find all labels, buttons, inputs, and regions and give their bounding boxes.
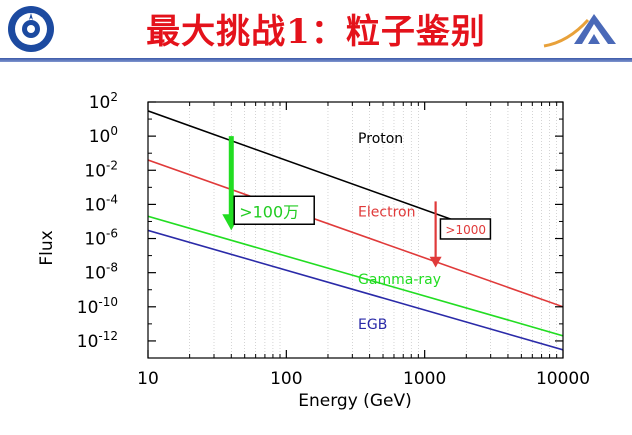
series-line-gamma-ray xyxy=(148,215,563,337)
y-tick-label: 10-12 xyxy=(77,329,118,352)
series-lines xyxy=(148,110,563,351)
annotation-box xyxy=(439,218,492,240)
series-label-electron: Electron xyxy=(358,204,415,220)
series-label-egb: EGB xyxy=(358,317,387,333)
series-label-gamma-ray: Gamma-ray xyxy=(358,272,441,288)
annotations: >100万 >1000 xyxy=(222,136,492,268)
cas-logo-icon xyxy=(6,4,56,54)
y-tick-label: 10-6 xyxy=(84,227,118,250)
x-tick-label: 100 xyxy=(270,369,302,389)
y-tick-label: 102 xyxy=(89,90,118,113)
y-tick-label: 10-2 xyxy=(84,158,118,181)
y-tick-base: 10 xyxy=(84,161,106,181)
y-tick-base: 10 xyxy=(89,93,111,113)
x-tick-label: 10000 xyxy=(536,369,590,389)
y-tick-exponent: -12 xyxy=(98,329,118,343)
series-label-proton: Proton xyxy=(358,131,403,147)
x-tick-label: 1000 xyxy=(403,369,446,389)
annotation-box xyxy=(233,195,315,226)
flux-chart-svg: 10 100 1000 1000010210010-210-410-610-810-1… xyxy=(37,90,590,411)
y-tick-base: 10 xyxy=(77,332,99,352)
y-tick-base: 10 xyxy=(84,230,106,250)
series-line-electron xyxy=(148,159,563,308)
slide-title: 最大挑战1：粒子鉴别 xyxy=(146,12,486,52)
y-tick-label: 10-8 xyxy=(84,261,118,284)
header-rule xyxy=(0,58,632,62)
tick-labels: 10 100 1000 1000010210010-210-410-610-810-1… xyxy=(77,90,590,389)
y-tick-exponent: -8 xyxy=(106,261,118,275)
y-tick-base: 10 xyxy=(89,127,111,147)
y-tick-label: 10-4 xyxy=(84,192,118,215)
y-tick-base: 10 xyxy=(84,264,106,284)
y-tick-exponent: -2 xyxy=(106,158,118,172)
annotation-label: >100万 xyxy=(239,202,299,221)
slide-header: 最大挑战1：粒子鉴别 xyxy=(0,0,632,62)
y-axis-label: Flux xyxy=(37,230,57,265)
series-line-proton xyxy=(148,110,491,235)
y-tick-base: 10 xyxy=(77,298,99,318)
y-tick-exponent: 0 xyxy=(110,124,118,138)
y-tick-label: 10-10 xyxy=(77,295,118,318)
annotation-arrow-head xyxy=(429,256,442,268)
y-tick-exponent: -10 xyxy=(98,295,118,309)
y-tick-base: 10 xyxy=(84,195,106,215)
y-tick-exponent: -6 xyxy=(106,227,118,241)
x-axis-label: Energy (GeV) xyxy=(298,391,411,411)
y-tick-exponent: 2 xyxy=(110,90,118,104)
series-line-egb xyxy=(148,229,563,351)
flux-chart: 10 100 1000 10000 102 100 10-2 10-4 10-6 10-8 10-1… xyxy=(0,62,632,431)
annotation-label: >1000 xyxy=(445,223,486,237)
institute-logo-icon xyxy=(538,6,622,52)
plot-frame xyxy=(147,101,564,359)
y-tick-exponent: -4 xyxy=(106,192,118,206)
x-tick-label: 10 xyxy=(137,369,159,389)
axis-ticks xyxy=(147,101,564,359)
y-tick-label: 100 xyxy=(89,124,118,147)
